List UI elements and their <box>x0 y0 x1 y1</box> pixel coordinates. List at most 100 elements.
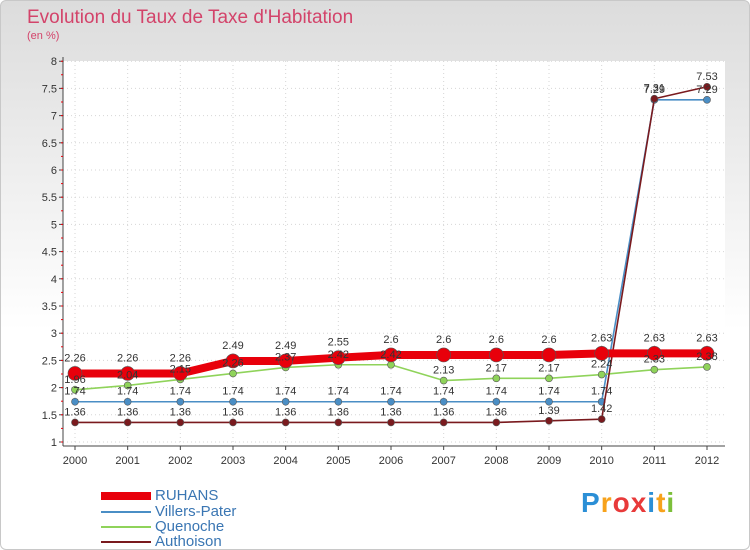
x-tick-label: 2005 <box>326 455 350 467</box>
data-label: 1.74 <box>117 386 138 398</box>
logo-letter: P <box>581 487 601 518</box>
data-point <box>647 346 662 361</box>
data-point <box>387 418 395 427</box>
data-point <box>71 418 79 427</box>
data-point <box>703 363 711 371</box>
data-label: 2.42 <box>380 349 401 361</box>
data-label: 2.6 <box>489 334 504 346</box>
data-label: 1.36 <box>380 406 401 418</box>
data-point <box>489 347 504 363</box>
data-label: 1.36 <box>170 406 191 418</box>
data-label: 2.17 <box>538 362 559 374</box>
data-point <box>597 370 606 379</box>
data-label: 1.74 <box>486 386 507 398</box>
data-label: 2.24 <box>591 359 612 371</box>
data-label: 2.13 <box>433 365 454 377</box>
legend-label: RUHANS <box>155 487 219 504</box>
data-label: 1.74 <box>538 386 559 398</box>
legend-swatch <box>101 541 151 543</box>
x-tick-label: 2008 <box>484 455 508 467</box>
y-tick-label: 5.5 <box>42 192 57 204</box>
data-point <box>383 347 399 363</box>
data-label: 1.42 <box>591 403 612 415</box>
data-point <box>650 365 659 374</box>
x-tick-label: 2012 <box>695 455 719 467</box>
legend-swatch <box>101 492 151 500</box>
legend-label: Villers-Pater <box>155 503 237 520</box>
data-point <box>176 418 185 427</box>
legend-label: Quenoche <box>155 518 225 535</box>
data-label: 2.17 <box>486 362 507 374</box>
x-tick-label: 2001 <box>115 455 139 467</box>
y-tick-label: 6.5 <box>42 138 57 150</box>
data-point <box>71 397 79 406</box>
data-label: 2.37 <box>275 351 296 363</box>
data-point <box>229 418 237 427</box>
data-point <box>387 360 395 369</box>
data-point <box>439 376 448 385</box>
logo-letter: x <box>630 487 648 518</box>
data-label: 1.36 <box>117 406 138 418</box>
data-label: 2.04 <box>117 369 138 381</box>
data-label: 2.63 <box>644 332 665 344</box>
data-point <box>123 418 132 427</box>
x-tick-label: 2002 <box>168 455 192 467</box>
x-tick-label: 2011 <box>643 455 667 467</box>
y-axis-unit: (en %) <box>27 30 60 42</box>
data-point <box>597 415 606 423</box>
data-label: 2.55 <box>328 337 349 349</box>
data-label: 7.29 <box>696 84 717 96</box>
data-label: 1.36 <box>275 406 296 418</box>
data-point <box>492 418 501 427</box>
x-tick-label: 2000 <box>63 455 87 467</box>
data-label: 1.39 <box>538 405 559 417</box>
data-point <box>492 374 501 383</box>
data-label: 2.63 <box>591 332 612 344</box>
data-point <box>545 374 553 383</box>
data-point <box>120 366 135 381</box>
proxiti-logo: Proxiti <box>581 487 675 519</box>
y-tick-label: 3 <box>51 328 57 340</box>
data-point <box>436 347 451 363</box>
data-point <box>281 397 290 406</box>
data-label: 2.6 <box>436 334 451 346</box>
data-point <box>439 397 448 406</box>
data-label: 1.74 <box>170 386 191 398</box>
y-tick-label: 2 <box>51 383 57 395</box>
y-tick-label: 4.5 <box>42 247 57 259</box>
data-point <box>334 397 343 406</box>
data-label: 2.38 <box>696 351 717 363</box>
data-label: 1.36 <box>328 406 349 418</box>
data-label: 1.74 <box>64 386 85 398</box>
x-tick-label: 2010 <box>589 455 613 467</box>
data-label: 1.74 <box>222 386 243 398</box>
logo-letter: r <box>600 487 613 518</box>
logo-letter: o <box>612 487 631 518</box>
legend-swatch <box>101 526 151 528</box>
x-tick-label: 2004 <box>273 455 297 467</box>
data-point <box>281 418 290 427</box>
data-label: 2.6 <box>383 334 398 346</box>
data-point <box>545 397 553 406</box>
data-point <box>439 418 448 427</box>
data-label: 7.53 <box>696 71 717 83</box>
data-label: 1.74 <box>591 386 612 398</box>
data-label: 1.36 <box>433 406 454 418</box>
logo-letter: i <box>647 487 657 518</box>
y-tick-label: 2.5 <box>42 355 57 367</box>
x-tick-label: 2006 <box>379 455 403 467</box>
legend-label: Authoison <box>155 533 222 550</box>
data-label: 1.74 <box>433 386 454 398</box>
data-label: 7.29 <box>644 84 665 96</box>
data-label: 2.15 <box>170 363 191 375</box>
data-point <box>650 94 659 103</box>
y-tick-label: 1.5 <box>42 410 57 422</box>
logo-letter: t <box>656 487 667 518</box>
y-tick-label: 8 <box>51 56 57 68</box>
data-label: 2.49 <box>222 340 243 352</box>
data-label: 2.49 <box>275 340 296 352</box>
data-label: 2.33 <box>644 354 665 366</box>
y-tick-label: 7.5 <box>42 83 57 95</box>
